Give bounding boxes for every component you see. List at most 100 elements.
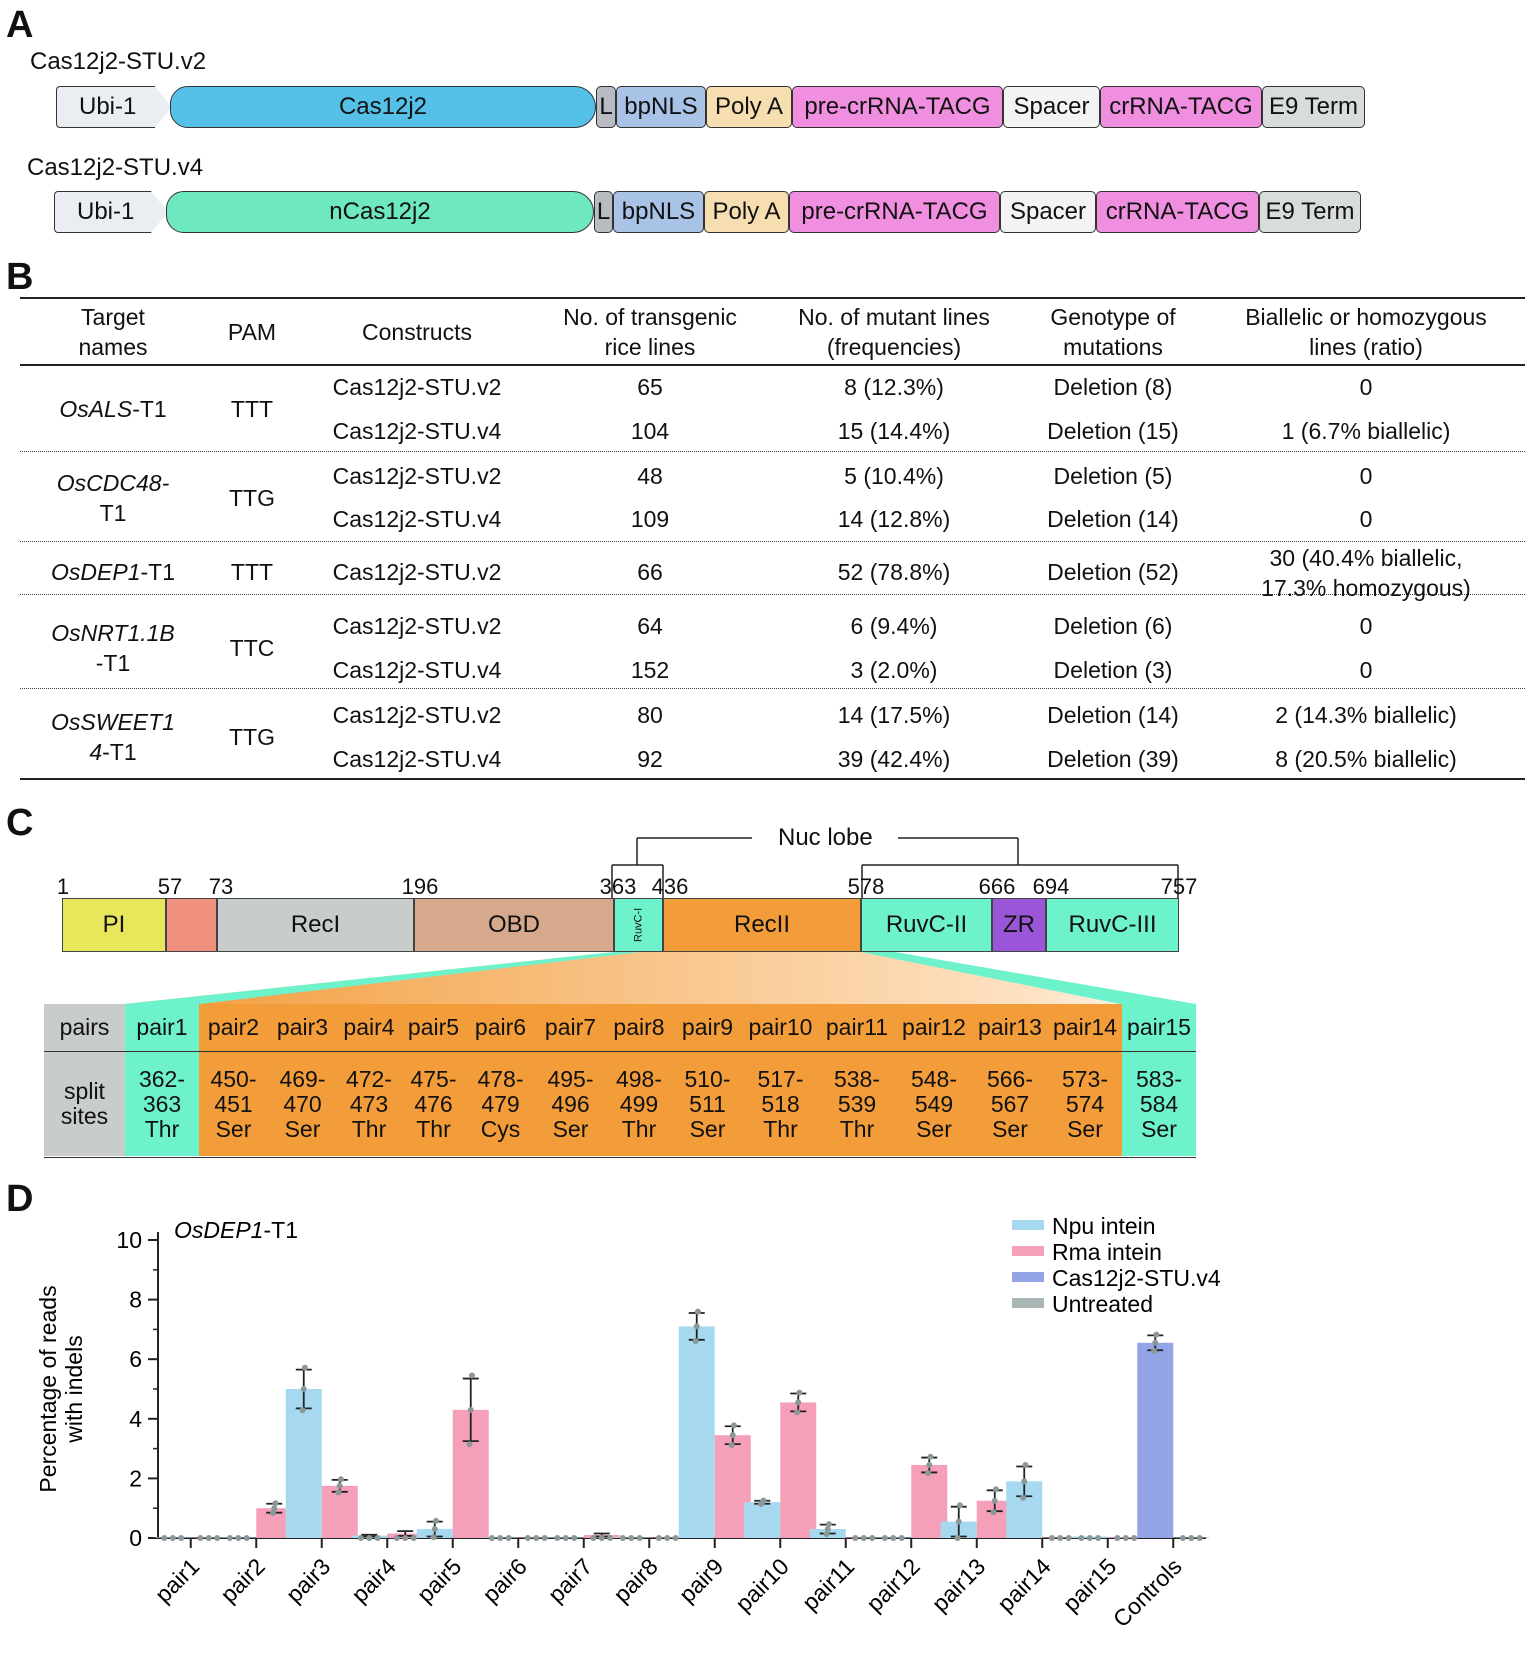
split-site-cell: 548- 549 Ser bbox=[896, 1052, 972, 1156]
y-tick-label: 0 bbox=[129, 1525, 142, 1551]
replicate-dot bbox=[1048, 1535, 1055, 1541]
ratio-cell: 8 (20.5% biallelic) bbox=[1275, 746, 1457, 772]
construct-cell: Cas12j2-STU.v2 bbox=[332, 702, 502, 728]
mutants-cell: 6 (9.4%) bbox=[850, 613, 938, 639]
replicate-dot bbox=[393, 1535, 400, 1541]
replicate-dot bbox=[337, 1476, 344, 1483]
replicate-dot bbox=[505, 1535, 512, 1541]
legend-swatch bbox=[1012, 1272, 1044, 1282]
pair-name: pair3 bbox=[276, 1014, 329, 1040]
replicate-dot bbox=[795, 1399, 802, 1406]
domain-recii: RecII bbox=[663, 898, 861, 952]
y-tick-label: 2 bbox=[129, 1465, 142, 1491]
replicate-dot bbox=[760, 1497, 767, 1504]
pair-name-cell: pair6 bbox=[466, 1004, 535, 1052]
split-site-aa: Thr bbox=[416, 1115, 451, 1142]
replicate-dot bbox=[991, 1497, 998, 1504]
genotype-cell: Deletion (3) bbox=[1053, 657, 1173, 683]
construct-v4-name: Cas12j2-STU.v4 bbox=[27, 154, 204, 181]
split-site-aa: Thr bbox=[763, 1115, 798, 1142]
replicate-dot bbox=[335, 1489, 342, 1496]
pair-name-cell: pair11 bbox=[818, 1004, 896, 1052]
replicate-dot bbox=[898, 1535, 905, 1541]
x-tick-label: pair4 bbox=[346, 1553, 401, 1608]
replicate-dot bbox=[1057, 1535, 1064, 1541]
ratio-cell: 0 bbox=[1359, 613, 1373, 639]
pair-name-cell: pair3 bbox=[268, 1004, 337, 1052]
pair-name-cell: pair9 bbox=[672, 1004, 743, 1052]
replicate-dot bbox=[402, 1535, 409, 1541]
split-site-a: 566- bbox=[986, 1065, 1034, 1092]
nuc-lobe-label: Nuc lobe bbox=[778, 824, 873, 851]
pre-crrna-label: pre-crRNA-TACG bbox=[801, 198, 988, 225]
replicate-dot bbox=[664, 1535, 671, 1541]
legend-label: Rma intein bbox=[1052, 1239, 1162, 1265]
residue-number: 578 bbox=[847, 874, 885, 899]
split-site-b: 363 bbox=[142, 1090, 182, 1117]
residue-number: 666 bbox=[978, 874, 1016, 899]
domain-label: RuvC-I bbox=[632, 907, 645, 943]
pair-name-cell: pair2 bbox=[199, 1004, 268, 1052]
split-site-aa: Ser bbox=[916, 1115, 952, 1142]
split-site-cell: 475- 476 Thr bbox=[401, 1052, 466, 1156]
column-header-line2: mutations bbox=[1063, 334, 1163, 360]
replicate-dot bbox=[524, 1535, 531, 1541]
replicate-dot bbox=[1188, 1535, 1195, 1541]
ratio-cell: 0 bbox=[1359, 506, 1373, 532]
legend-swatch bbox=[1012, 1220, 1044, 1230]
x-tick-label: pair7 bbox=[543, 1553, 598, 1608]
legend-label: Untreated bbox=[1052, 1291, 1153, 1317]
replicate-dot bbox=[672, 1535, 679, 1541]
x-tick-label: pair13 bbox=[927, 1553, 991, 1617]
replicate-dot bbox=[299, 1407, 306, 1414]
replicate-dot bbox=[366, 1535, 373, 1541]
replicate-dot bbox=[628, 1535, 635, 1541]
pair-name: pair4 bbox=[343, 1014, 395, 1040]
bpnls-label: bpNLS bbox=[624, 93, 698, 120]
ratio-cell: 0 bbox=[1359, 374, 1373, 400]
split-header-line1: split bbox=[64, 1078, 105, 1104]
mutants-cell: 39 (42.4%) bbox=[837, 746, 951, 772]
split-site-aa: Cys bbox=[480, 1115, 521, 1142]
split-site-b: 574 bbox=[1065, 1090, 1105, 1117]
domain-zr: ZR bbox=[992, 898, 1046, 952]
split-site-cell: 478- 479 Cys bbox=[466, 1052, 535, 1156]
lines-cell: 64 bbox=[637, 613, 663, 639]
residue-number: 57 bbox=[157, 874, 183, 899]
linker-label: L bbox=[599, 93, 613, 120]
mutants-cell: 8 (12.3%) bbox=[844, 374, 944, 400]
spacer: Spacer bbox=[1003, 86, 1100, 128]
target-name: OsALS-T1 bbox=[59, 394, 166, 424]
replicate-dot bbox=[430, 1534, 437, 1541]
replicate-dot bbox=[1078, 1535, 1085, 1541]
split-header-line2: sites bbox=[60, 1103, 109, 1129]
split-site-b: 479 bbox=[481, 1090, 520, 1117]
bar-npu bbox=[285, 1389, 322, 1538]
pam-cell: TTG bbox=[229, 724, 275, 750]
construct-cell: Cas12j2-STU.v2 bbox=[332, 613, 502, 639]
replicate-dot bbox=[161, 1535, 168, 1541]
group-separator bbox=[20, 594, 1525, 595]
lines-cell: 92 bbox=[637, 746, 663, 772]
split-site-cell: 573- 574 Ser bbox=[1048, 1052, 1122, 1156]
pair-name: pair13 bbox=[978, 1014, 1042, 1040]
replicate-dot bbox=[860, 1535, 867, 1541]
split-site-b: 496 bbox=[551, 1090, 590, 1117]
bpnls: bpNLS bbox=[613, 191, 704, 233]
domain-label: PI bbox=[102, 911, 126, 938]
replicate-dot bbox=[925, 1470, 932, 1477]
split-site-aa: Thr bbox=[839, 1115, 875, 1142]
replicate-dot bbox=[1114, 1535, 1121, 1541]
replicate-dot bbox=[730, 1422, 737, 1429]
replicate-dot bbox=[956, 1502, 963, 1509]
spacer-label: Spacer bbox=[1009, 198, 1087, 225]
replicate-dot bbox=[488, 1535, 495, 1541]
chart-title: OsDEP1-T1 bbox=[174, 1217, 298, 1243]
construct-cell: Cas12j2-STU.v2 bbox=[332, 559, 502, 585]
bar-npu bbox=[678, 1326, 715, 1538]
split-site-a: 469- bbox=[279, 1065, 326, 1092]
replicate-dot bbox=[728, 1442, 735, 1449]
replicate-dot bbox=[1122, 1535, 1129, 1541]
x-tick-label: pair10 bbox=[730, 1553, 794, 1617]
split-site-aa: Ser bbox=[992, 1115, 1028, 1142]
